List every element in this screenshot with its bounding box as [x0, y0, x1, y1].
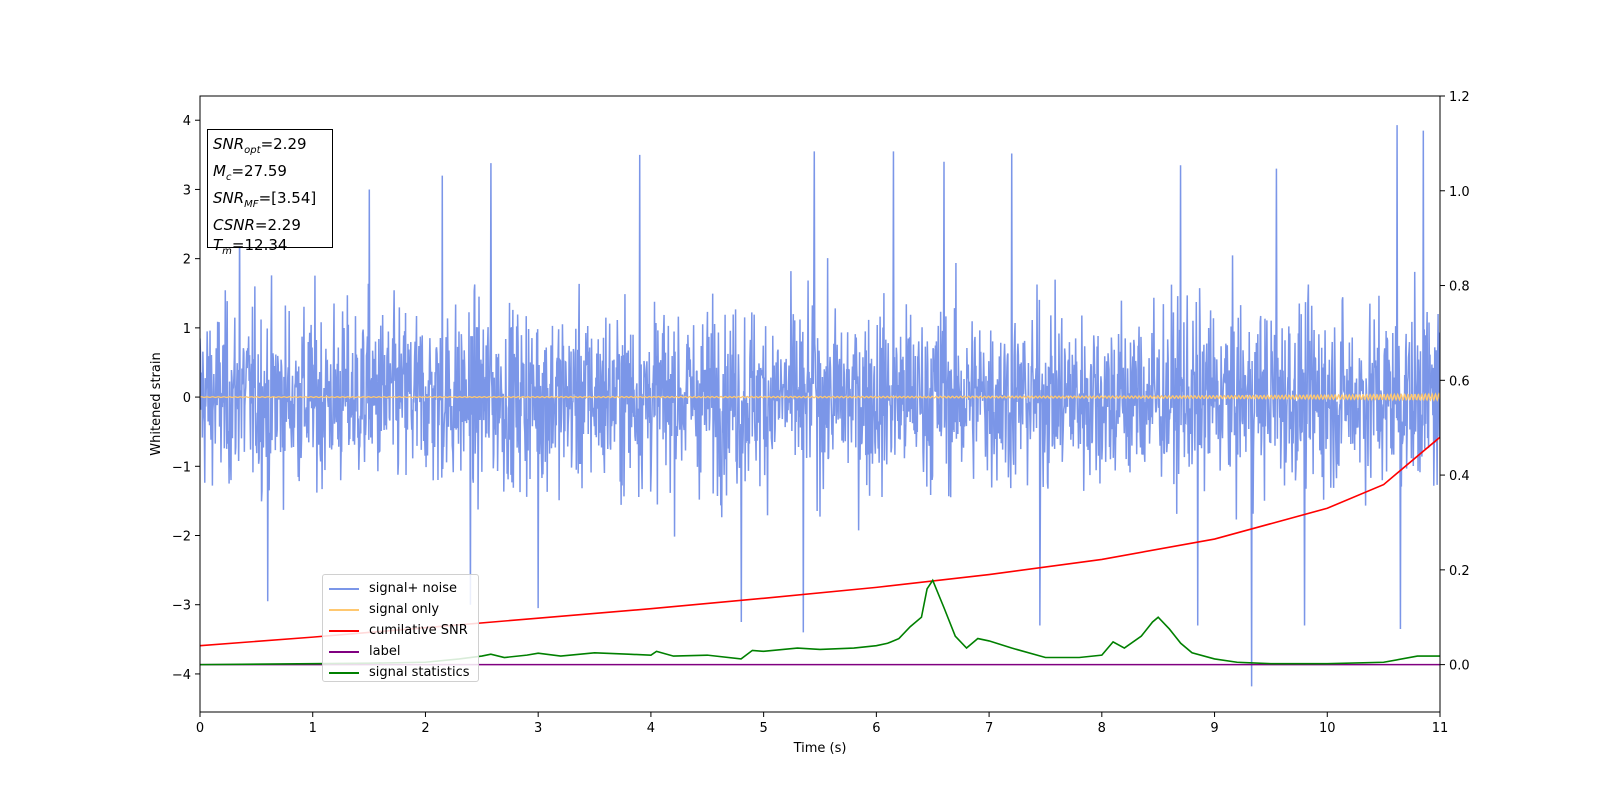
x-tick-label: 2 — [421, 721, 429, 736]
legend-label: label — [369, 644, 401, 659]
x-tick-label: 10 — [1319, 721, 1336, 736]
y2-tick-label: 0.8 — [1449, 280, 1470, 295]
legend-item-signal-statistics: signal statistics — [329, 662, 478, 683]
x-tick-label: 8 — [1098, 721, 1106, 736]
legend-swatch — [329, 671, 359, 674]
legend-label: signal statistics — [369, 665, 470, 680]
legend-label: signal+ noise — [369, 581, 458, 596]
series-signal-statistics-line — [200, 578, 1440, 666]
x-tick-label: 9 — [1210, 721, 1218, 736]
y-tick-label: 4 — [183, 114, 191, 129]
series-signal-noise-line — [200, 125, 1440, 687]
x-tick-label: 5 — [759, 721, 767, 736]
csnr-text: CSNR=2.29 — [213, 216, 301, 234]
chirp-mass-text: Mc=27.59 — [213, 162, 287, 183]
y-tick-label: 3 — [183, 183, 191, 198]
legend-swatch — [329, 650, 359, 653]
x-tick-label: 11 — [1432, 721, 1449, 736]
x-tick-label: 3 — [534, 721, 542, 736]
y2-tick-label: 0.0 — [1449, 659, 1470, 674]
legend: signal+ noise signal only cumilative SNR… — [322, 574, 479, 682]
snr-mf-text: SNRMF=[3.54] — [213, 189, 317, 210]
snr-opt-text: SNRopt=2.29 — [213, 135, 307, 156]
metrics-annotation-box: SNRopt=2.29 Mc=27.59 SNRMF=[3.54] CSNR=2… — [207, 129, 333, 257]
y-tick-label: 2 — [183, 253, 191, 268]
x-tick-label: 0 — [196, 721, 204, 736]
y-axis-label: Whitened strain — [149, 352, 164, 455]
legend-swatch — [329, 587, 359, 590]
plot-frame — [199, 95, 1441, 713]
legend-label: signal only — [369, 602, 440, 617]
x-tick-label: 1 — [309, 721, 317, 736]
y2-tick-label: 1.2 — [1449, 90, 1470, 105]
legend-swatch — [329, 608, 359, 611]
y-tick-label: −3 — [172, 599, 191, 614]
y-tick-label: 1 — [183, 322, 191, 337]
x-tick-label: 7 — [985, 721, 993, 736]
legend-item-cumulative-snr: cumilative SNR — [329, 620, 478, 641]
y2-tick-label: 1.0 — [1449, 185, 1470, 200]
y2-tick-label: 0.6 — [1449, 374, 1470, 389]
tm-text: Tm=12.34 — [213, 236, 288, 257]
legend-item-label: label — [329, 641, 478, 662]
legend-item-signal-only: signal only — [329, 599, 478, 620]
y-tick-label: −1 — [172, 460, 191, 475]
y-tick-label: −4 — [172, 668, 191, 683]
y2-tick-label: 0.4 — [1449, 469, 1470, 484]
series-signal-only-line — [200, 392, 1440, 402]
legend-label: cumilative SNR — [369, 623, 468, 638]
y2-tick-label: 0.2 — [1449, 564, 1470, 579]
x-axis-label: Time (s) — [793, 741, 847, 756]
legend-swatch — [329, 629, 359, 632]
legend-item-signal-noise: signal+ noise — [329, 578, 478, 599]
y-tick-label: −2 — [172, 530, 191, 545]
x-tick-label: 4 — [647, 721, 655, 736]
x-tick-label: 6 — [872, 721, 880, 736]
y-tick-label: 0 — [183, 391, 191, 406]
